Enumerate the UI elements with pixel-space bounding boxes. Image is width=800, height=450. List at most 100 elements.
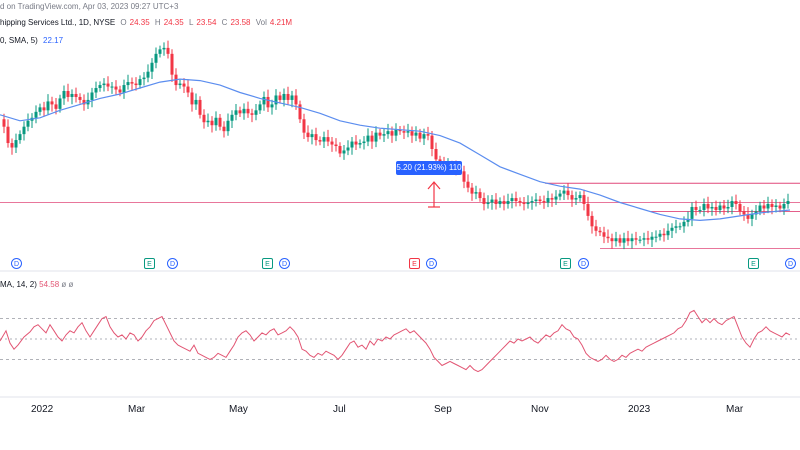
candle-body xyxy=(634,238,638,240)
candle-body xyxy=(418,132,422,139)
candle-body xyxy=(498,201,502,205)
candle-body xyxy=(346,147,350,151)
dividend-marker[interactable]: D xyxy=(11,258,22,269)
rsi-header: MA, 14, 2) 54.58 ø ø xyxy=(0,280,73,289)
candle-body xyxy=(722,205,726,209)
candle-body xyxy=(726,206,730,209)
dividend-marker[interactable]: D xyxy=(279,258,290,269)
moving-average-line xyxy=(0,78,791,222)
candle-body xyxy=(642,238,646,240)
candle-body xyxy=(746,214,750,219)
x-label-2023: 2023 xyxy=(628,404,651,415)
open-value: 24.35 xyxy=(129,18,150,27)
candle-body xyxy=(338,146,342,154)
candle-body xyxy=(150,62,154,72)
candle-body xyxy=(718,205,722,210)
rsi-extra: ø ø xyxy=(61,280,74,289)
candle-body xyxy=(758,205,762,212)
candle-body xyxy=(270,104,274,108)
candle-body xyxy=(598,230,602,233)
dividend-marker[interactable]: D xyxy=(785,258,796,269)
candle-body xyxy=(482,198,486,205)
earnings-marker[interactable]: E xyxy=(748,258,759,269)
candle-body xyxy=(502,201,506,205)
candle-body xyxy=(362,141,366,144)
candle-body xyxy=(530,201,534,203)
x-label-mar: Mar xyxy=(128,404,146,415)
candle-body xyxy=(786,201,790,205)
candle-body xyxy=(710,206,714,209)
candle-body xyxy=(38,107,42,112)
candle-body xyxy=(286,93,290,100)
close-value: 23.58 xyxy=(230,18,251,27)
measure-callout: 5.20 (21.93%) 110 xyxy=(396,161,462,175)
candle-body xyxy=(78,96,82,100)
candle-body xyxy=(34,111,38,118)
candle-body xyxy=(258,104,262,111)
candle-body xyxy=(766,204,770,209)
candle-body xyxy=(398,129,402,132)
candle-body xyxy=(50,101,54,105)
dividend-marker[interactable]: D xyxy=(167,258,178,269)
candle-body xyxy=(378,132,382,136)
candle-body xyxy=(578,195,582,199)
candle-body xyxy=(122,85,126,93)
candle-body xyxy=(762,205,766,209)
candle-body xyxy=(302,119,306,133)
candle-body xyxy=(294,95,298,105)
candle-body xyxy=(682,221,686,227)
candle-body xyxy=(2,119,6,127)
dividend-marker[interactable]: D xyxy=(578,258,589,269)
candle-body xyxy=(90,92,94,100)
candle-body xyxy=(402,131,406,133)
candle-body xyxy=(706,204,710,209)
candle-body xyxy=(674,226,678,228)
candle-body xyxy=(438,159,442,163)
candle-body xyxy=(230,114,234,121)
candle-body xyxy=(310,134,314,138)
candle-body xyxy=(618,238,622,243)
earnings-marker[interactable]: E xyxy=(144,258,155,269)
candle-body xyxy=(670,227,674,231)
x-label-may: May xyxy=(229,404,248,415)
candle-body xyxy=(490,199,494,203)
earnings-marker[interactable]: E xyxy=(409,258,420,269)
earnings-marker[interactable]: E xyxy=(560,258,571,269)
high-label: H xyxy=(154,18,161,27)
candle-body xyxy=(570,195,574,200)
candle-body xyxy=(154,53,158,63)
candle-body xyxy=(382,134,386,136)
candle-body xyxy=(170,53,174,75)
candle-body xyxy=(650,236,654,240)
candle-body xyxy=(594,226,598,231)
candle-body xyxy=(298,104,302,120)
candle-body xyxy=(54,104,58,109)
candle-body xyxy=(146,71,150,78)
candle-body xyxy=(198,99,202,115)
candle-body xyxy=(166,47,170,54)
candle-body xyxy=(58,98,62,109)
candle-body xyxy=(254,110,258,115)
rsi-label: MA, 14, 2) xyxy=(0,280,37,289)
candle-body xyxy=(218,117,222,127)
x-label-jul: Jul xyxy=(333,404,346,415)
candle-body xyxy=(182,83,186,87)
candle-body xyxy=(510,198,514,202)
candle-body xyxy=(334,144,338,147)
dividend-marker[interactable]: D xyxy=(426,258,437,269)
candle-body xyxy=(222,126,226,132)
candle-body xyxy=(190,92,194,105)
open-label: O xyxy=(120,18,127,27)
candle-body xyxy=(202,114,206,123)
candle-body xyxy=(662,233,666,236)
candle-body xyxy=(486,202,490,205)
candle-body xyxy=(322,137,326,142)
candle-body xyxy=(386,131,390,135)
measure-arrow-head xyxy=(427,181,441,190)
candle-body xyxy=(558,193,562,197)
earnings-marker[interactable]: E xyxy=(262,258,273,269)
candle-body xyxy=(126,82,130,86)
ma-header: 0, SMA, 5) 22.17 xyxy=(0,36,66,46)
candle-body xyxy=(274,95,278,105)
